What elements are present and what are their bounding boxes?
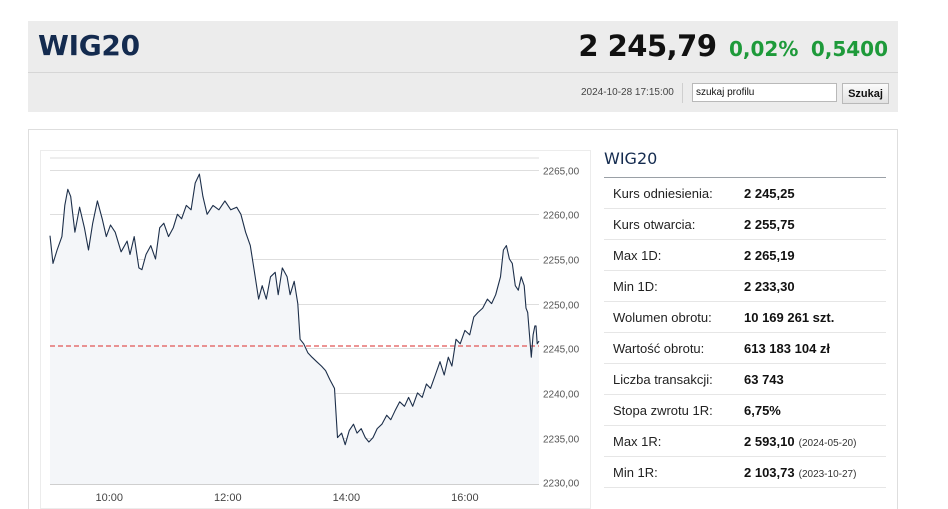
- last-price: 2 245,79: [578, 29, 717, 63]
- x-tick-label: 14:00: [333, 492, 361, 504]
- y-tick-label: 2240,00: [543, 390, 580, 401]
- stats-row: Max 1D: 2 265,19: [604, 240, 886, 271]
- series-area: [50, 174, 539, 484]
- stats-label: Stopa zwrotu 1R:: [613, 402, 713, 418]
- stats-value-text: 613 183 104 zł: [744, 340, 831, 356]
- stats-label: Max 1R:: [613, 433, 662, 449]
- stats-row: Kurs otwarcia: 2 255,75: [604, 209, 886, 240]
- change-absolute: 0,5400: [810, 37, 888, 61]
- search-input[interactable]: [692, 83, 837, 102]
- stats-label: Min 1D:: [613, 278, 658, 294]
- intraday-chart: 2230,00 2235,00 2240,00 2245,00 2250,00 2255,…: [40, 150, 591, 509]
- price-box: 2 245,79 0,02% 0,5400: [578, 29, 888, 63]
- stats-title: WIG20: [604, 149, 886, 178]
- stats-value-date: (2023-10-27): [798, 468, 857, 480]
- series-line: [49, 173, 540, 446]
- header-separator: [682, 83, 683, 103]
- stats-label: Wolumen obrotu:: [613, 309, 712, 325]
- y-tick-label: 2230,00: [543, 479, 580, 490]
- stats-label: Wartość obrotu:: [613, 340, 705, 356]
- search-button[interactable]: Szukaj: [842, 83, 889, 104]
- stats-value: 2 593,10 (2024-05-20): [744, 434, 856, 449]
- change-percent: 0,02%: [728, 37, 799, 61]
- stats-value: 2 255,75: [744, 217, 799, 232]
- stats-row: Min 1D: 2 233,30: [604, 271, 886, 302]
- y-tick-label: 2255,00: [543, 256, 580, 267]
- stats-value-text: 2 593,10: [744, 433, 795, 449]
- quote-timestamp: 2024-10-28 17:15:00: [581, 87, 674, 98]
- stats-row: Stopa zwrotu 1R: 6,75%: [604, 395, 886, 426]
- stats-value-text: 2 255,75: [744, 216, 795, 232]
- stats-label: Kurs odniesienia:: [613, 185, 713, 201]
- stats-value-text: 2 233,30: [744, 278, 795, 294]
- x-tick-label: 10:00: [96, 492, 124, 504]
- stats-value-text: 2 245,25: [744, 185, 795, 201]
- stats-value-text: 6,75%: [744, 402, 781, 418]
- stats-label: Liczba transakcji:: [613, 371, 713, 387]
- stats-value: 6,75%: [744, 403, 785, 418]
- stats-row: Wolumen obrotu: 10 169 261 szt.: [604, 302, 886, 333]
- stats-row: Wartość obrotu: 613 183 104 zł: [604, 333, 886, 364]
- quote-header: WIG20 2 245,79 0,02% 0,5400 2024-10-28 1…: [28, 21, 898, 112]
- instrument-title: WIG20: [38, 29, 140, 62]
- stats-row: Liczba transakcji: 63 743: [604, 364, 886, 395]
- x-tick-label: 12:00: [214, 492, 242, 504]
- stats-rows: Kurs odniesienia: 2 245,25 Kurs otwarcia: 2…: [604, 178, 886, 488]
- stats-value: 2 103,73 (2023-10-27): [744, 465, 856, 480]
- stats-row: Max 1R: 2 593,10 (2024-05-20): [604, 426, 886, 457]
- stats-value: 2 233,30: [744, 279, 799, 294]
- chart-svg: 2230,00 2235,00 2240,00 2245,00 2250,00 2255,…: [40, 150, 591, 509]
- stats-row: Kurs odniesienia: 2 245,25: [604, 178, 886, 209]
- y-tick-label: 2235,00: [543, 435, 580, 446]
- stats-value-text: 2 265,19: [744, 247, 795, 263]
- stats-value: 613 183 104 zł: [744, 341, 834, 356]
- stats-row: Min 1R: 2 103,73 (2023-10-27): [604, 457, 886, 488]
- y-tick-label: 2260,00: [543, 211, 580, 222]
- x-tick-label: 16:00: [451, 492, 479, 504]
- stats-value-text: 2 103,73: [744, 464, 795, 480]
- y-tick-label: 2250,00: [543, 301, 580, 312]
- stats-label: Max 1D:: [613, 247, 662, 263]
- stats-value: 2 265,19: [744, 248, 799, 263]
- stats-value: 2 245,25: [744, 186, 799, 201]
- y-tick-label: 2265,00: [543, 167, 580, 178]
- stats-label: Kurs otwarcia:: [613, 216, 696, 232]
- stats-value: 10 169 261 szt.: [744, 310, 838, 325]
- stats-value-text: 63 743: [744, 371, 784, 387]
- header-divider: [28, 72, 898, 73]
- stats-table: WIG20 Kurs odniesienia: 2 245,25 Kurs otwa…: [604, 149, 886, 488]
- stats-value-date: (2024-05-20): [798, 437, 857, 449]
- y-tick-label: 2245,00: [543, 345, 580, 356]
- stats-value-text: 10 169 261 szt.: [744, 309, 835, 325]
- stats-value: 63 743: [744, 372, 788, 387]
- stats-label: Min 1R:: [613, 464, 658, 480]
